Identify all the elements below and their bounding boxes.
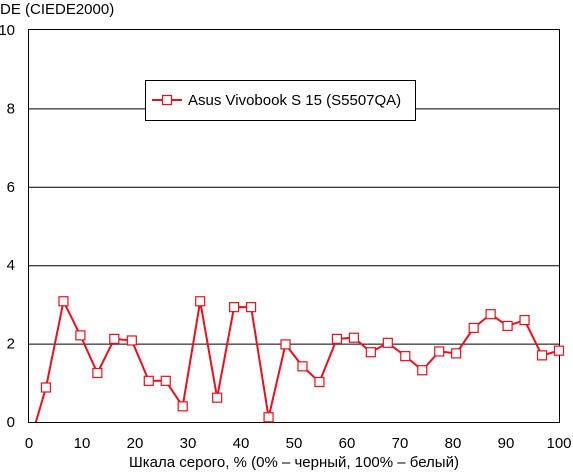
x-tick-label: 10 xyxy=(74,435,91,452)
data-point xyxy=(553,345,565,356)
legend-marker xyxy=(161,94,173,106)
y-tick-labels: 0 2 4 6 8 10 xyxy=(0,22,15,431)
data-point xyxy=(400,351,411,362)
data-point xyxy=(75,330,86,341)
data-point xyxy=(519,314,530,326)
x-tick-label: 20 xyxy=(127,435,144,452)
legend-label: Asus Vivobook S 15 (S5507QA) xyxy=(188,92,401,109)
x-tick-label: 70 xyxy=(392,435,409,452)
x-axis-title: Шкала серого, % (0% – черный, 100% – бел… xyxy=(129,454,459,471)
data-point xyxy=(229,302,240,313)
data-point xyxy=(92,367,103,379)
data-point xyxy=(40,382,52,393)
data-point xyxy=(502,320,513,332)
data-point xyxy=(314,376,325,388)
x-tick-label: 60 xyxy=(339,435,356,452)
data-point xyxy=(536,350,548,361)
x-tick-labels: 0 10 20 30 40 50 60 70 80 90 100 xyxy=(25,435,572,452)
x-tick-label: 90 xyxy=(498,435,515,452)
legend-box xyxy=(145,80,416,121)
x-tick-label: 80 xyxy=(445,435,462,452)
grid-lines xyxy=(29,108,559,345)
x-tick-label: 50 xyxy=(286,435,303,452)
series-layer xyxy=(34,296,565,423)
data-point xyxy=(451,348,462,359)
data-point xyxy=(365,347,376,358)
data-point xyxy=(195,296,206,307)
legend: Asus Vivobook S 15 (S5507QA) xyxy=(145,80,416,121)
data-point xyxy=(263,412,274,423)
data-point xyxy=(58,296,69,307)
x-tick-label: 30 xyxy=(180,435,197,452)
plot-area-border xyxy=(28,29,560,423)
x-tick-label: 40 xyxy=(233,435,250,452)
y-axis-title: DE (CIEDE2000) xyxy=(0,1,114,18)
y-tick-label: 8 xyxy=(7,100,15,117)
data-point xyxy=(417,365,428,376)
data-point xyxy=(177,401,188,412)
data-point xyxy=(382,337,393,348)
y-tick-label: 2 xyxy=(7,336,15,353)
data-point xyxy=(280,339,291,350)
data-point xyxy=(160,375,171,386)
y-tick-label: 6 xyxy=(7,179,15,196)
y-tick-label: 4 xyxy=(7,257,15,274)
y-tick-label: 0 xyxy=(7,414,15,431)
x-tick-label: 100 xyxy=(546,435,571,452)
data-point xyxy=(126,335,137,346)
data-point xyxy=(485,309,496,320)
data-point xyxy=(143,375,154,386)
data-point xyxy=(468,322,479,334)
data-point xyxy=(109,333,120,344)
data-point xyxy=(434,346,445,357)
data-point xyxy=(297,361,308,372)
data-point xyxy=(212,392,223,403)
data-point xyxy=(331,333,343,344)
series-line xyxy=(34,298,559,422)
x-tick-label: 0 xyxy=(25,435,33,452)
data-point xyxy=(245,302,257,313)
y-tick-label: 10 xyxy=(0,22,15,39)
data-point xyxy=(348,332,359,343)
